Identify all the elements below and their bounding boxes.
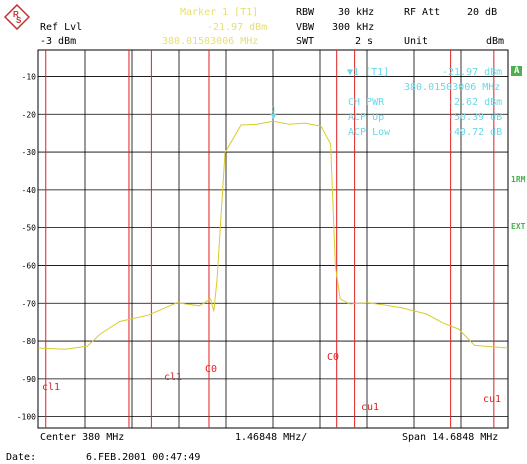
y-tick-label: -10	[22, 72, 37, 81]
y-tick-label: -100	[17, 413, 36, 422]
rf-att-value: 20 dB	[467, 7, 498, 18]
svg-text:S: S	[16, 16, 22, 25]
rbw-value: 30 kHz	[338, 7, 375, 18]
channel-label-cl1-left: cl1	[42, 382, 61, 393]
ref-lvl-label: Ref Lvl	[40, 22, 83, 33]
unit-value: dBm	[486, 36, 505, 47]
readout-marker-id: ▼1 [T1]	[347, 67, 390, 78]
y-tick-label: -20	[22, 110, 37, 119]
marker-level: -21.97 dBm	[207, 22, 268, 33]
acp-up-label: ACP Up	[348, 112, 385, 123]
y-tick-label: -80	[22, 337, 37, 346]
vbw-label: VBW	[296, 22, 315, 33]
channel-lines	[45, 50, 495, 428]
rbw-mode-marker: 1RM	[511, 175, 526, 184]
ext-marker: EXT	[511, 222, 526, 231]
center-frequency: Center 380 MHz	[40, 432, 125, 443]
acp-low-value: -49.72 dB	[448, 127, 503, 138]
y-tick-label: -60	[22, 261, 37, 270]
readout-marker-freq: 380.01503006 MHz	[404, 82, 501, 93]
channel-label-cl1-right: cl1	[164, 372, 183, 383]
y-tick-label: -70	[22, 299, 37, 308]
channel-label-c0-left: C0	[205, 364, 218, 375]
swt-value: 2 s	[355, 36, 374, 47]
acp-low-label: ACP Low	[348, 127, 391, 138]
channel-label-c0-right: C0	[327, 352, 340, 363]
y-tick-labels: -10 -20 -30 -40 -50 -60 -70 -80 -90 -100	[17, 72, 36, 421]
y-tick-label: -30	[22, 148, 37, 157]
ch-pwr-value: -2.62 dBm	[448, 97, 503, 108]
readout-marker-level: -21.97 dBm	[442, 67, 503, 78]
y-tick-label: -50	[22, 224, 37, 233]
unit-label: Unit	[404, 36, 429, 47]
y-tick-label: -90	[22, 375, 37, 384]
ref-lvl-value: -3 dBm	[40, 36, 77, 47]
rohde-schwarz-logo: R S	[3, 3, 31, 31]
svg-text:R: R	[13, 10, 19, 19]
y-tick-label: -40	[22, 186, 37, 195]
grid	[37, 49, 509, 429]
trace-a-badge: A	[511, 66, 523, 76]
rbw-label: RBW	[296, 7, 315, 18]
date-value: 6.FEB.2001 00:47:49	[86, 452, 201, 463]
channel-label-cu1-left: cu1	[361, 402, 380, 413]
acp-up-value: -50.39 dB	[448, 112, 503, 123]
span-frequency: Span 14.6848 MHz	[402, 432, 499, 443]
trace-line	[38, 120, 508, 350]
swt-label: SWT	[296, 36, 315, 47]
marker-freq: 380.01503006 MHz	[162, 36, 259, 47]
span-per-division: 1.46848 MHz/	[235, 432, 308, 443]
channel-label-cu1-right: cu1	[483, 394, 502, 405]
rf-att-label: RF Att	[404, 7, 441, 18]
ch-pwr-label: CH PWR	[348, 97, 385, 108]
marker-title: Marker 1 [T1]	[180, 7, 259, 18]
marker-1: 1	[270, 106, 277, 120]
date-label: Date:	[6, 452, 37, 463]
marker-label: 1	[271, 106, 275, 114]
marker-triangle	[270, 113, 277, 120]
vbw-value: 300 kHz	[332, 22, 375, 33]
